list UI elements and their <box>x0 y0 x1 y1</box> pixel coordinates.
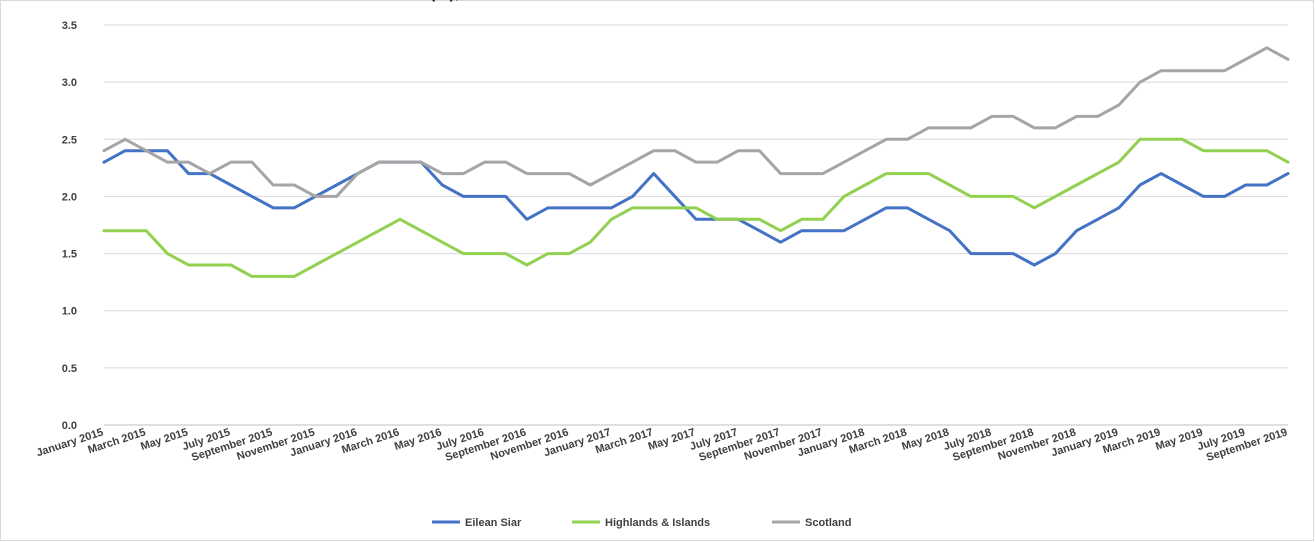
legend-label: Scotland <box>805 517 851 529</box>
y-tick-label: 1.0 <box>62 306 77 318</box>
y-tick-label: 0.5 <box>62 363 77 375</box>
legend-label: Eilean Siar <box>465 517 522 529</box>
y-tick-label: 1.5 <box>62 249 77 261</box>
y-tick-label: 0.0 <box>62 420 77 432</box>
legend-item-scotland: Scotland <box>772 517 851 529</box>
y-tick-label: 3.5 <box>62 20 77 32</box>
legend-label: Highlands & Islands <box>605 517 710 529</box>
y-tick-label: 2.0 <box>62 191 77 203</box>
series-lines <box>102 46 1290 278</box>
series-line-scotland <box>102 46 1290 198</box>
legend-item-highlands-islands: Highlands & Islands <box>572 517 710 529</box>
series-line-eilean-siar <box>102 149 1290 267</box>
y-tick-label: 2.5 <box>62 134 77 146</box>
grid-lines <box>104 24 1288 426</box>
series-line-highlands-islands <box>102 137 1290 278</box>
chart-title-fragment: (%), <box>430 0 459 2</box>
legend-item-eilean-siar: Eilean Siar <box>432 517 522 529</box>
y-axis-ticks: 0.0 0.5 1.0 1.5 2.0 2.5 3.0 3.5 <box>62 20 77 432</box>
y-tick-label: 3.0 <box>62 77 77 89</box>
legend: Eilean Siar Highlands & Islands Scotland <box>432 517 851 529</box>
